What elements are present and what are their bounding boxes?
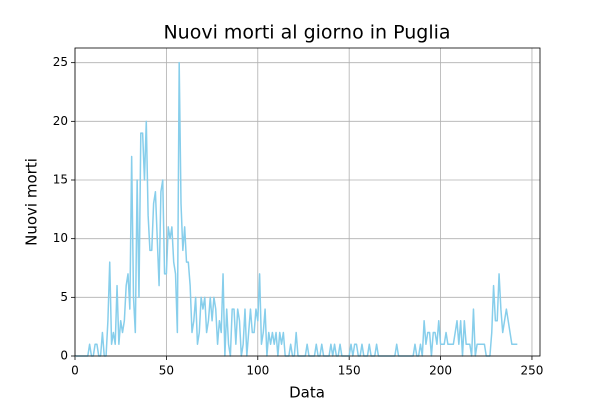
x-tick-label: 250 bbox=[521, 364, 544, 378]
chart-title: Nuovi morti al giorno in Puglia bbox=[163, 22, 450, 44]
y-tick-label: 5 bbox=[60, 290, 68, 304]
x-tick-label: 150 bbox=[338, 364, 361, 378]
data-line bbox=[75, 61, 518, 357]
y-tick-label: 10 bbox=[53, 231, 68, 245]
x-axis-label: Data bbox=[289, 384, 325, 400]
x-tick-label: 100 bbox=[246, 364, 269, 378]
y-tick-label: 15 bbox=[53, 173, 68, 187]
y-tick-label: 25 bbox=[53, 55, 68, 69]
y-tick-label: 20 bbox=[53, 114, 68, 128]
x-tick-label: 50 bbox=[159, 364, 174, 378]
y-axis-label: Nuovi morti bbox=[23, 158, 41, 246]
y-tick-label: 0 bbox=[60, 349, 68, 363]
plot-frame bbox=[74, 47, 541, 357]
x-tick-label: 0 bbox=[71, 364, 79, 378]
x-tick-label: 200 bbox=[429, 364, 452, 378]
